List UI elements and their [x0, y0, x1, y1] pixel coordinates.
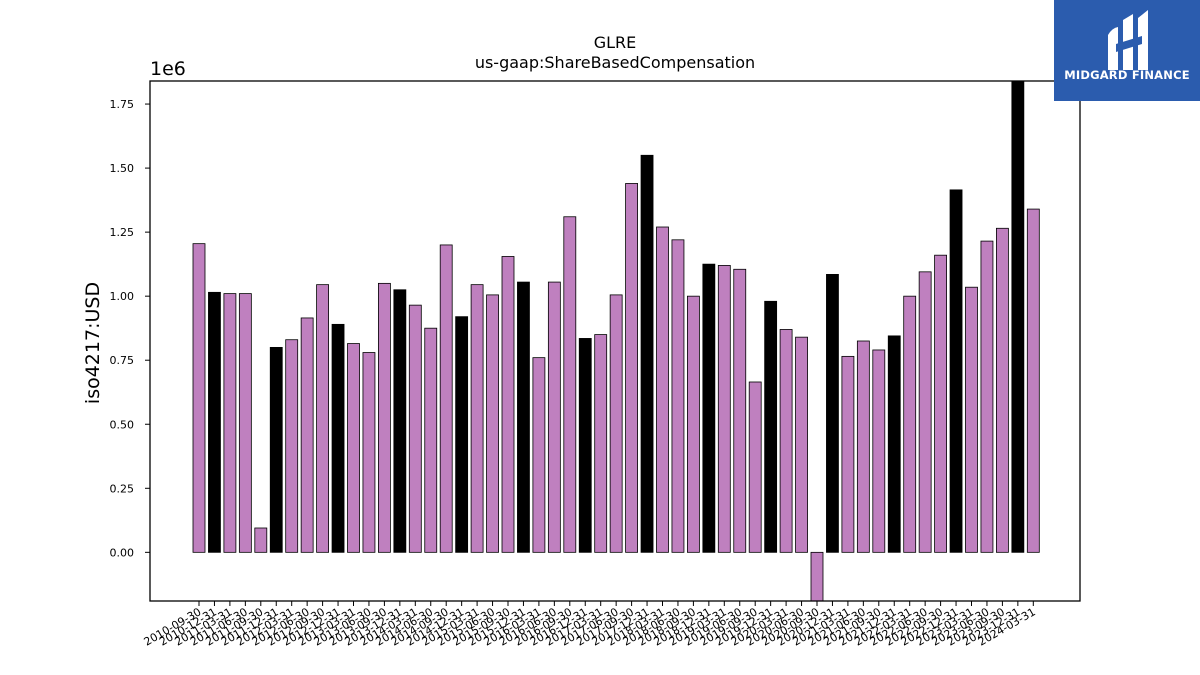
bar-2021-09-30	[872, 349, 886, 553]
bar-2018-12-31	[702, 263, 716, 553]
plot-frame	[149, 80, 1081, 602]
bar-2016-09-30	[563, 216, 577, 553]
bar-2011-12-31	[269, 346, 283, 553]
bar-2021-03-31	[841, 355, 855, 553]
bar-2019-09-30	[748, 381, 762, 553]
bar-2017-06-30	[609, 294, 623, 553]
bar-2019-06-30	[733, 268, 747, 553]
bar-2015-03-31	[470, 284, 484, 553]
bar-2010-09-30	[192, 243, 206, 553]
y-axis-ticks: 0.00 0.25 0.50 0.75 1.00 1.25 1.50 1.75	[110, 98, 150, 559]
y-tick-label: 0.00	[110, 546, 135, 559]
bar-2020-03-31	[779, 329, 793, 553]
bar-2023-06-30	[980, 240, 994, 553]
bar-2017-12-31	[640, 154, 654, 553]
bar-2015-06-30	[486, 294, 499, 553]
bar-2022-09-30	[934, 254, 947, 553]
bar-2011-09-30	[254, 527, 268, 553]
bar-2023-03-31	[965, 286, 978, 553]
bar-2012-12-31	[331, 323, 345, 553]
y-tick-label: 1.50	[110, 162, 135, 175]
bar-2024-03-31	[1026, 208, 1040, 553]
bar-2012-03-31	[285, 339, 299, 553]
y-tick-label: 1.75	[110, 98, 135, 111]
y-tick-label: 0.75	[110, 354, 135, 367]
midgard-finance-logo-icon	[1108, 10, 1148, 70]
bar-2023-12-31	[1011, 80, 1025, 553]
bar-2021-12-31	[887, 335, 901, 553]
bar-2013-12-31	[393, 289, 407, 553]
bar-2014-06-30	[424, 327, 438, 553]
chart-title: GLRE	[594, 33, 637, 52]
bar-2018-09-30	[687, 295, 700, 553]
bar-2018-06-30	[671, 239, 685, 553]
y-tick-label: 1.00	[110, 290, 135, 303]
bar-2014-12-31	[455, 316, 469, 553]
bar-2022-12-31	[949, 189, 963, 553]
bar-2011-06-30	[238, 293, 252, 553]
bar-2016-06-30	[547, 281, 561, 553]
bar-2022-03-31	[903, 295, 917, 553]
chart-subtitle: us-gaap:ShareBasedCompensation	[475, 53, 755, 72]
bar-2023-09-30	[996, 227, 1009, 553]
y-tick-label: 0.25	[110, 482, 135, 495]
bar-2018-03-31	[656, 226, 669, 553]
bars	[192, 80, 1040, 602]
bar-2016-03-31	[532, 357, 546, 553]
bar-2019-12-31	[764, 300, 778, 553]
bar-2021-06-30	[856, 340, 870, 553]
x-axis-ticks: 2010-09-302010-12-312011-03-312011-06-30…	[142, 601, 1038, 649]
y-axis-multiplier: 1e6	[150, 58, 186, 80]
bar-2012-09-30	[316, 284, 330, 553]
logo-text: MIDGARD FINANCE	[1064, 68, 1190, 82]
y-axis-label: iso4217:USD	[82, 282, 104, 404]
bar-2019-03-31	[717, 265, 731, 553]
bar-2011-03-31	[223, 293, 237, 553]
bar-2020-12-31	[826, 273, 839, 553]
bar-2017-03-31	[594, 334, 608, 553]
bar-2012-06-30	[300, 317, 314, 553]
y-tick-label: 1.25	[110, 226, 135, 239]
bar-2015-12-31	[517, 281, 530, 553]
bar-2014-09-30	[439, 244, 453, 553]
bar-2020-09-30	[810, 551, 824, 602]
bar-2010-12-31	[208, 291, 221, 553]
bar-2022-06-30	[918, 271, 932, 553]
y-tick-label: 0.50	[110, 418, 135, 431]
bar-2014-03-31	[408, 304, 422, 553]
bar-2015-09-30	[501, 256, 515, 553]
bar-2020-06-30	[795, 336, 808, 553]
bar-2013-09-30	[377, 282, 391, 553]
bar-2017-09-30	[625, 183, 638, 553]
bar-2013-03-31	[347, 343, 360, 553]
bar-2016-12-31	[578, 338, 592, 553]
bar-2013-06-30	[362, 352, 376, 553]
